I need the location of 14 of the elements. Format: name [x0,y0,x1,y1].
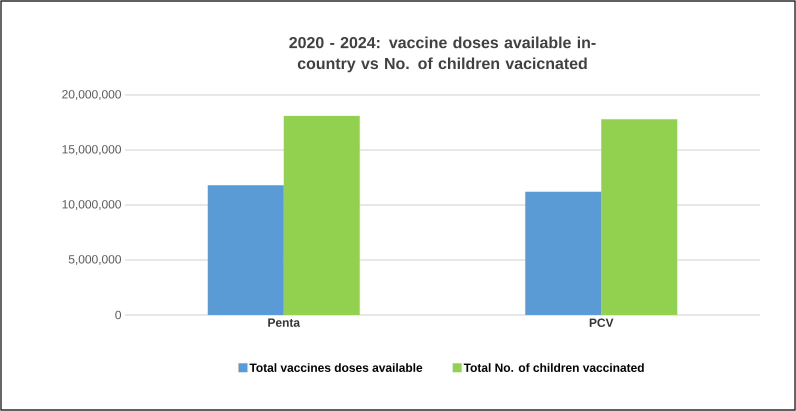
y-tick-label: 10,000,000 [62,200,122,210]
legend-label: Total vaccines doses available [250,363,422,372]
y-tick-label: 20,000,000 [62,90,122,100]
bar [525,192,602,315]
x-tick-label: PCV [590,318,614,327]
bar [284,116,360,315]
y-tick-label: 5,000,000 [68,255,122,265]
bar [208,185,284,315]
y-tick-label: 15,000,000 [62,145,122,155]
legend-label: Total No. of children vaccinated [464,363,644,372]
x-tick-label: Penta [268,318,300,327]
chart-title: 2020 - 2024: vaccine doses available in-country vs No. of children vacicnated [289,36,596,72]
y-tick-label: 0 [115,310,122,320]
bar [601,119,678,315]
